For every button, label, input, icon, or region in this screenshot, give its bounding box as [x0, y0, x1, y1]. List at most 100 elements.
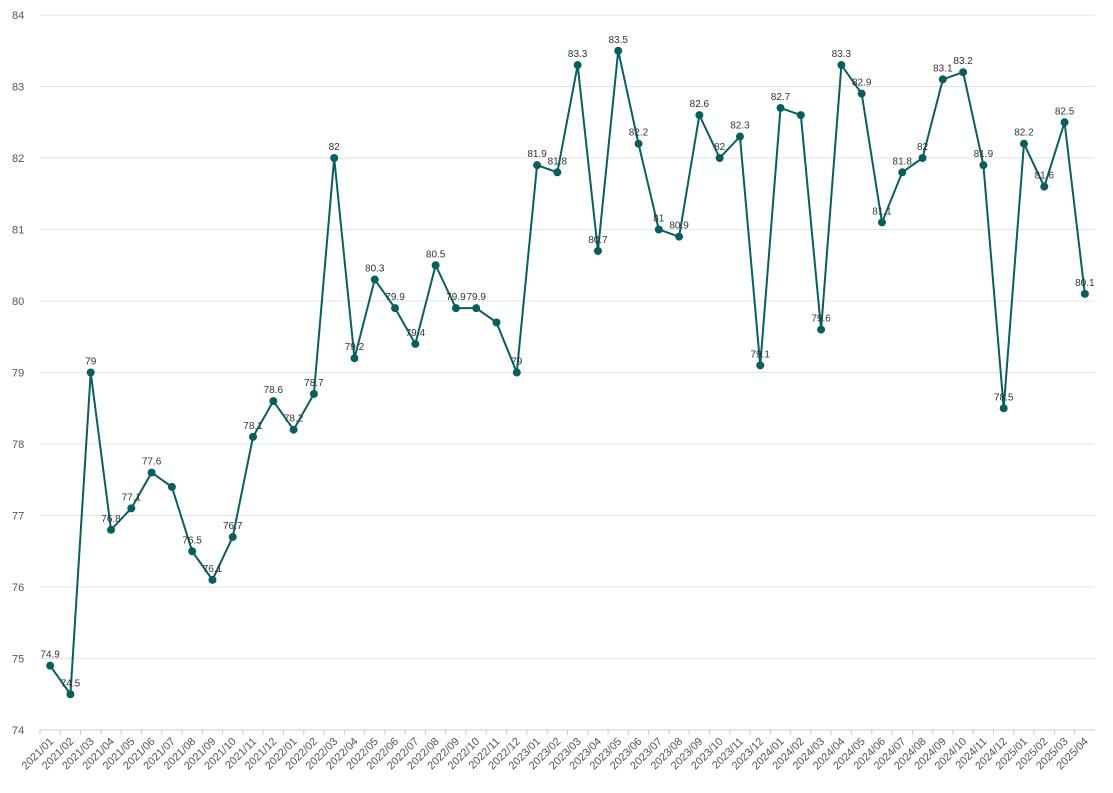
- y-tick-label: 79: [12, 368, 24, 380]
- point: [959, 68, 968, 77]
- y-tick-label: 77: [12, 511, 24, 523]
- point: [86, 368, 95, 377]
- point: [309, 389, 318, 398]
- point: [918, 154, 927, 162]
- value-label: 80.7: [588, 235, 608, 246]
- point: [634, 139, 643, 148]
- value-label: 83.3: [832, 49, 852, 60]
- value-label: 79.4: [406, 328, 426, 339]
- value-label: 78.7: [304, 378, 324, 389]
- value-label: 83.3: [568, 49, 588, 60]
- point: [817, 325, 826, 334]
- value-label: 82.2: [1014, 128, 1034, 139]
- y-tick-label: 78: [12, 439, 24, 451]
- point: [66, 690, 75, 699]
- value-label: 82.2: [629, 128, 649, 139]
- point: [269, 397, 278, 406]
- point: [1040, 182, 1049, 191]
- value-label: 80.1: [1075, 278, 1095, 289]
- y-tick-label: 75: [12, 654, 24, 666]
- point: [735, 132, 744, 141]
- point: [451, 304, 460, 313]
- value-label: 81.9: [974, 149, 994, 160]
- point: [167, 482, 176, 491]
- value-label: 82.6: [690, 99, 710, 110]
- value-label: 79.9: [446, 292, 466, 303]
- point: [796, 111, 805, 120]
- point: [127, 504, 136, 513]
- value-label: 81: [653, 214, 665, 225]
- point: [1019, 139, 1028, 148]
- point: [188, 547, 197, 556]
- value-label: 79: [511, 357, 523, 368]
- point: [857, 89, 866, 98]
- point: [350, 354, 359, 363]
- point: [330, 154, 339, 162]
- point: [431, 261, 440, 270]
- value-label: 82.7: [771, 92, 791, 103]
- point: [715, 154, 724, 162]
- value-label: 83.5: [608, 35, 628, 46]
- point: [776, 103, 785, 112]
- value-label: 74.5: [61, 678, 81, 689]
- value-label: 78.1: [243, 421, 263, 432]
- value-label: 81.6: [1035, 171, 1055, 182]
- point: [573, 61, 582, 70]
- y-tick-label: 82: [12, 153, 24, 165]
- y-tick-label: 80: [12, 296, 24, 308]
- point: [999, 404, 1008, 413]
- point: [756, 361, 765, 370]
- line: [49, 50, 1086, 698]
- y-tick-label: 74: [12, 725, 24, 737]
- point: [208, 575, 217, 584]
- value-label: 82.5: [1055, 106, 1075, 117]
- point: [877, 218, 886, 227]
- point: [512, 368, 521, 377]
- value-label: 77.1: [122, 492, 142, 503]
- point: [289, 425, 298, 434]
- point: [391, 304, 400, 313]
- point: [533, 161, 542, 170]
- value-label: 74.9: [40, 650, 60, 661]
- point: [695, 111, 704, 120]
- value-label: 81.8: [548, 156, 568, 167]
- value-label: 79.6: [811, 314, 831, 325]
- value-label: 76.5: [182, 535, 202, 546]
- value-label: 76.8: [101, 514, 121, 525]
- y-tick-label: 81: [12, 225, 24, 237]
- point: [107, 525, 116, 534]
- value-label: 78.5: [994, 392, 1014, 403]
- value-label: 79.1: [751, 349, 771, 360]
- point: [1080, 289, 1089, 298]
- point: [1060, 118, 1069, 127]
- value-label: 81.9: [527, 149, 547, 160]
- value-label: 80.9: [669, 221, 689, 232]
- value-label: 80.3: [365, 264, 385, 275]
- y-tick-label: 76: [12, 582, 24, 594]
- point: [553, 168, 562, 177]
- value-label: 81.8: [893, 156, 913, 167]
- point: [654, 225, 663, 234]
- value-label: 82: [329, 142, 341, 153]
- point: [614, 46, 623, 55]
- point: [979, 161, 988, 170]
- value-label: 78.6: [264, 385, 284, 396]
- point: [938, 75, 947, 84]
- value-label: 76.1: [203, 564, 223, 575]
- y-tick-label: 83: [12, 82, 24, 94]
- value-label: 82: [714, 142, 726, 153]
- y-tick-label: 84: [12, 10, 24, 22]
- value-label: 79: [85, 357, 97, 368]
- point: [837, 61, 846, 70]
- point: [675, 232, 684, 241]
- value-label: 83.1: [933, 63, 953, 74]
- point: [46, 661, 55, 670]
- point: [898, 168, 907, 177]
- point: [411, 339, 420, 348]
- value-label: 79.9: [385, 292, 405, 303]
- value-label: 78.2: [284, 414, 304, 425]
- value-label: 80.5: [426, 249, 446, 260]
- point: [472, 304, 481, 313]
- value-label: 77.6: [142, 457, 162, 468]
